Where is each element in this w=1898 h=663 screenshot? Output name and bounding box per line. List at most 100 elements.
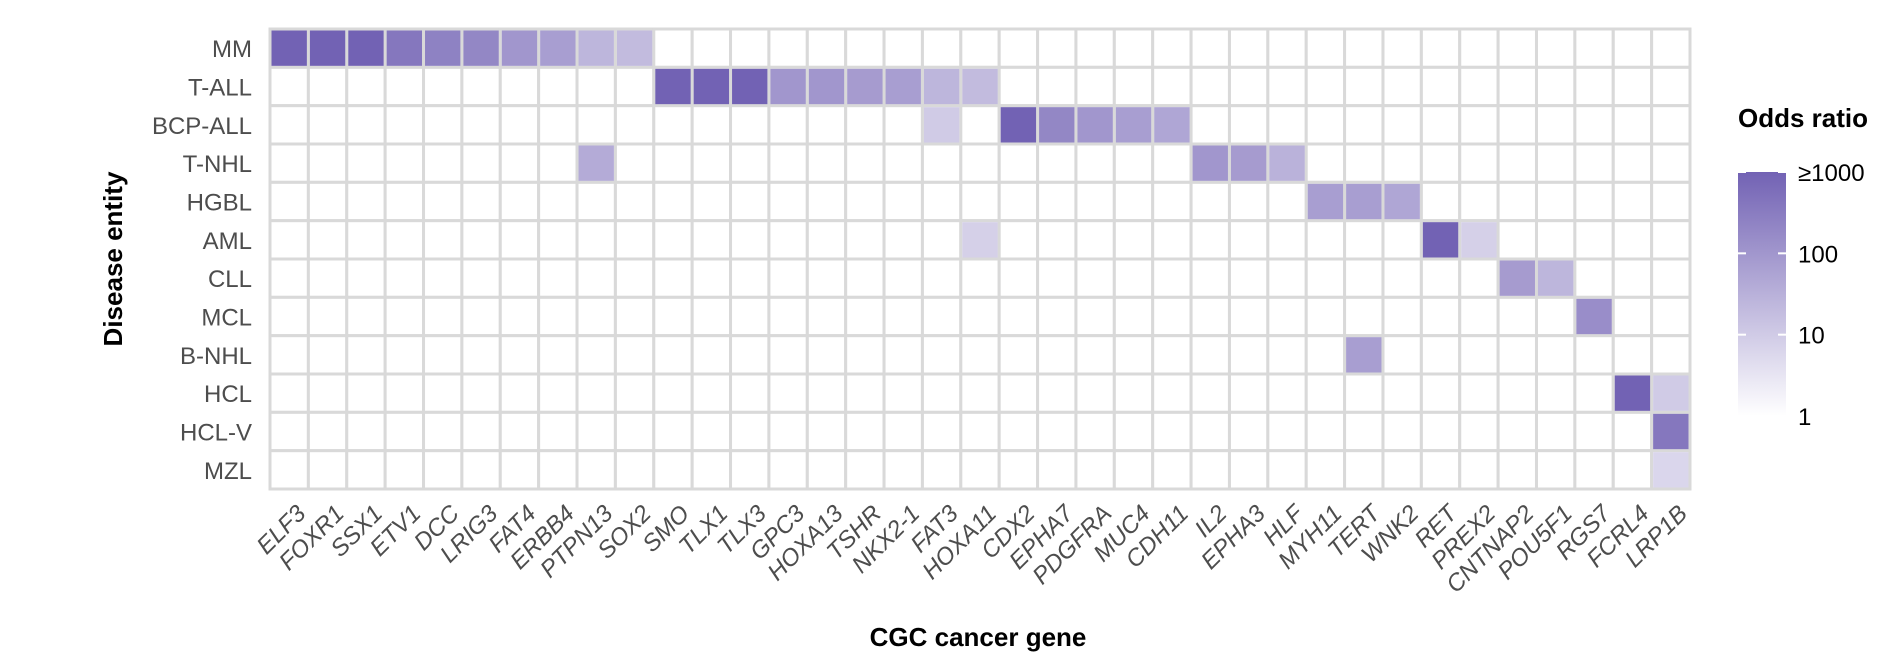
heatmap-empty-cell <box>997 295 1040 338</box>
heatmap-empty-cell <box>268 219 310 261</box>
heatmap-empty-cell <box>268 410 310 453</box>
heatmap-empty-cell <box>613 410 656 453</box>
heatmap-empty-cell <box>1036 295 1078 338</box>
heatmap-empty-cell <box>1266 334 1308 376</box>
heatmap-empty-cell <box>1496 104 1538 146</box>
heatmap-empty-cell <box>537 257 579 299</box>
heatmap-empty-cell <box>1496 372 1538 414</box>
heatmap-empty-cell <box>306 257 349 299</box>
heatmap-empty-cell <box>1458 27 1500 69</box>
y-tick-label: BCP-ALL <box>152 113 252 140</box>
heatmap-empty-cell <box>268 334 310 376</box>
heatmap-empty-cell <box>1074 142 1116 184</box>
heatmap-empty-cell <box>1534 142 1577 184</box>
heatmap-empty-cell <box>1343 142 1385 184</box>
heatmap-empty-cell <box>1496 219 1538 261</box>
y-tick-label: CLL <box>208 266 252 293</box>
heatmap-empty-cell <box>575 180 617 223</box>
heatmap-empty-cell <box>920 334 963 376</box>
heatmap-empty-cell <box>613 104 656 146</box>
heatmap-empty-cell <box>498 219 541 261</box>
heatmap-empty-cell <box>1112 65 1155 108</box>
heatmap-empty-cell <box>1650 142 1692 184</box>
heatmap-empty-cell <box>306 372 349 414</box>
y-tick-label: T-ALL <box>188 75 252 102</box>
heatmap-empty-cell <box>1189 410 1231 453</box>
heatmap-empty-cell <box>306 219 349 261</box>
legend-label: 1 <box>1798 404 1811 431</box>
heatmap-empty-cell <box>690 334 733 376</box>
heatmap-empty-cell <box>1650 334 1692 376</box>
heatmap-empty-cell <box>844 257 886 299</box>
heatmap-empty-cell <box>1534 219 1577 261</box>
heatmap-empty-cell <box>460 372 502 414</box>
heatmap-empty-cell <box>652 219 694 261</box>
heatmap-empty-cell <box>498 257 541 299</box>
heatmap-empty-cell <box>844 180 886 223</box>
heatmap-empty-cell <box>844 334 886 376</box>
heatmap-empty-cell <box>613 219 656 261</box>
heatmap-empty-cell <box>1534 104 1577 146</box>
heatmap-cell-bcp-all-epha7 <box>1039 107 1075 143</box>
heatmap-empty-cell <box>345 180 387 223</box>
heatmap-cell-cll-pou5f1 <box>1537 260 1574 296</box>
heatmap-empty-cell <box>498 180 541 223</box>
heatmap-cell-t-nhl-ptpn13 <box>578 145 614 181</box>
heatmap-empty-cell <box>345 410 387 453</box>
heatmap-empty-cell <box>920 142 963 184</box>
x-axis-ticks: ELF3FOXR1SSX1ETV1DCCLRIG3FAT4ERBB4PTPN13… <box>252 498 1693 598</box>
heatmap-empty-cell <box>1534 65 1577 108</box>
heatmap-cell-hgbl-wnk2 <box>1384 183 1420 220</box>
heatmap-empty-cell <box>1534 410 1577 453</box>
heatmap-empty-cell <box>1343 372 1385 414</box>
heatmap-empty-cell <box>767 104 809 146</box>
heatmap-empty-cell <box>690 257 733 299</box>
heatmap-empty-cell <box>920 372 963 414</box>
heatmap-empty-cell <box>1534 180 1577 223</box>
heatmap-empty-cell <box>1381 65 1423 108</box>
heatmap-empty-cell <box>613 257 656 299</box>
heatmap-empty-cell <box>613 372 656 414</box>
heatmap-empty-cell <box>1534 372 1577 414</box>
heatmap-empty-cell <box>1304 410 1347 453</box>
heatmap-empty-cell <box>1074 449 1116 491</box>
heatmap-empty-cell <box>268 65 310 108</box>
heatmap-empty-cell <box>882 104 924 146</box>
heatmap-empty-cell <box>460 334 502 376</box>
heatmap-empty-cell <box>613 65 656 108</box>
heatmap-cell-t-all-tlx1 <box>693 68 730 105</box>
heatmap-empty-cell <box>844 27 886 69</box>
heatmap-empty-cell <box>1458 142 1500 184</box>
heatmap-empty-cell <box>1381 334 1423 376</box>
heatmap-empty-cell <box>575 295 617 338</box>
heatmap-empty-cell <box>575 104 617 146</box>
heatmap-empty-cell <box>1112 295 1155 338</box>
heatmap-empty-cell <box>729 334 771 376</box>
heatmap-empty-cell <box>1036 410 1078 453</box>
heatmap-empty-cell <box>767 410 809 453</box>
heatmap-empty-cell <box>882 295 924 338</box>
heatmap-empty-cell <box>767 219 809 261</box>
heatmap-empty-cell <box>575 65 617 108</box>
heatmap-empty-cell <box>268 104 310 146</box>
heatmap-empty-cell <box>268 142 310 184</box>
heatmap-empty-cell <box>1650 104 1692 146</box>
heatmap-empty-cell <box>1036 142 1078 184</box>
heatmap-empty-cell <box>1036 65 1078 108</box>
heatmap-empty-cell <box>383 219 426 261</box>
heatmap-cell-bcp-all-fat3 <box>923 107 960 143</box>
heatmap-empty-cell <box>1304 449 1347 491</box>
heatmap-empty-cell <box>1151 295 1193 338</box>
heatmap-empty-cell <box>1036 449 1078 491</box>
heatmap-empty-cell <box>1304 372 1347 414</box>
heatmap-empty-cell <box>1611 104 1654 146</box>
heatmap-empty-cell <box>498 334 541 376</box>
y-tick-label: AML <box>203 228 252 255</box>
heatmap-empty-cell <box>805 295 848 338</box>
heatmap-empty-cell <box>1036 372 1078 414</box>
heatmap-empty-cell <box>575 372 617 414</box>
heatmap-cell-mm-ssx1 <box>348 30 384 66</box>
heatmap-empty-cell <box>306 104 349 146</box>
heatmap-empty-cell <box>729 27 771 69</box>
heatmap-empty-cell <box>1266 65 1308 108</box>
